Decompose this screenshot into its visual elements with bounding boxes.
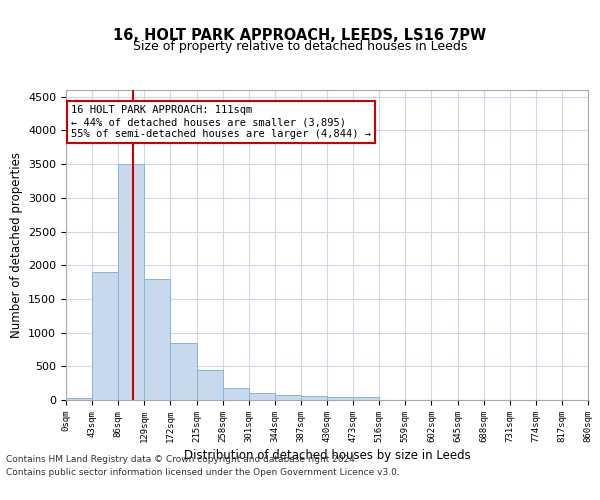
Text: Size of property relative to detached houses in Leeds: Size of property relative to detached ho… [133, 40, 467, 53]
Y-axis label: Number of detached properties: Number of detached properties [10, 152, 23, 338]
Bar [92, 272, 118, 400]
Bar [118, 164, 145, 400]
Bar [301, 396, 327, 400]
Bar [145, 278, 170, 400]
Bar [197, 370, 223, 400]
Bar [66, 398, 92, 400]
Bar [223, 388, 249, 400]
Text: 16, HOLT PARK APPROACH, LEEDS, LS16 7PW: 16, HOLT PARK APPROACH, LEEDS, LS16 7PW [113, 28, 487, 42]
Text: 16 HOLT PARK APPROACH: 111sqm
← 44% of detached houses are smaller (3,895)
55% o: 16 HOLT PARK APPROACH: 111sqm ← 44% of d… [71, 106, 371, 138]
Text: Contains HM Land Registry data © Crown copyright and database right 2024.: Contains HM Land Registry data © Crown c… [6, 456, 358, 464]
Bar [353, 398, 379, 400]
Bar [249, 394, 275, 400]
Bar [275, 395, 301, 400]
Bar [327, 396, 353, 400]
Text: Contains public sector information licensed under the Open Government Licence v3: Contains public sector information licen… [6, 468, 400, 477]
Bar [170, 342, 197, 400]
X-axis label: Distribution of detached houses by size in Leeds: Distribution of detached houses by size … [184, 449, 470, 462]
